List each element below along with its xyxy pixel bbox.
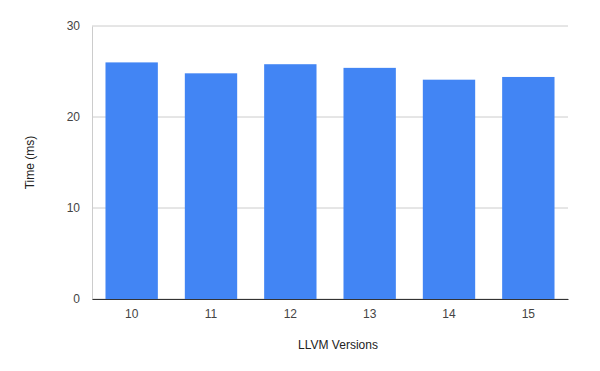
x-axis-title: LLVM Versions — [298, 338, 378, 352]
grid-line — [92, 26, 568, 27]
x-tick: 15 — [522, 299, 536, 321]
grid-line — [92, 208, 568, 209]
y-axis-title: Time (ms) — [23, 136, 37, 190]
bars — [105, 62, 554, 299]
x-tick: 12 — [284, 299, 298, 321]
y-tick-label: 20 — [67, 110, 81, 124]
y-tick-label: 30 — [67, 19, 81, 33]
y-axis: 0 10 20 30 — [67, 19, 93, 306]
x-tick-label: 10 — [125, 307, 139, 321]
chart-container: 0 10 20 30 10 11 12 13 14 15 LLVM Versions Time (ms… — [0, 0, 600, 371]
bar — [502, 77, 554, 299]
x-axis-line — [93, 299, 569, 300]
x-tick-label: 11 — [205, 307, 218, 321]
bar — [343, 68, 395, 299]
y-tick: 10 — [67, 201, 92, 215]
y-tick-label: 0 — [73, 292, 80, 306]
y-tick: 30 — [67, 19, 92, 33]
x-tick-label: 13 — [363, 307, 377, 321]
x-tick: 13 — [363, 299, 377, 321]
chart: 0 10 20 30 10 11 12 13 14 15 LLVM Versions Time (ms… — [0, 0, 600, 371]
y-tick-label: 10 — [67, 201, 81, 215]
bar — [185, 73, 237, 299]
y-tick: 0 — [73, 292, 92, 306]
grid-line — [92, 299, 568, 300]
y-axis-line — [92, 27, 93, 300]
grid-line — [92, 117, 568, 118]
x-tick: 14 — [442, 299, 456, 321]
x-tick: 11 — [205, 299, 218, 321]
x-tick-label: 14 — [442, 307, 456, 321]
x-axis: 10 11 12 13 14 15 — [93, 299, 569, 321]
grid — [92, 26, 568, 299]
bar — [423, 80, 475, 299]
bar — [264, 64, 316, 299]
y-tick: 20 — [67, 110, 92, 124]
x-tick: 10 — [125, 299, 139, 321]
bar — [105, 62, 157, 299]
x-tick-label: 12 — [284, 307, 298, 321]
x-tick-label: 15 — [522, 307, 536, 321]
